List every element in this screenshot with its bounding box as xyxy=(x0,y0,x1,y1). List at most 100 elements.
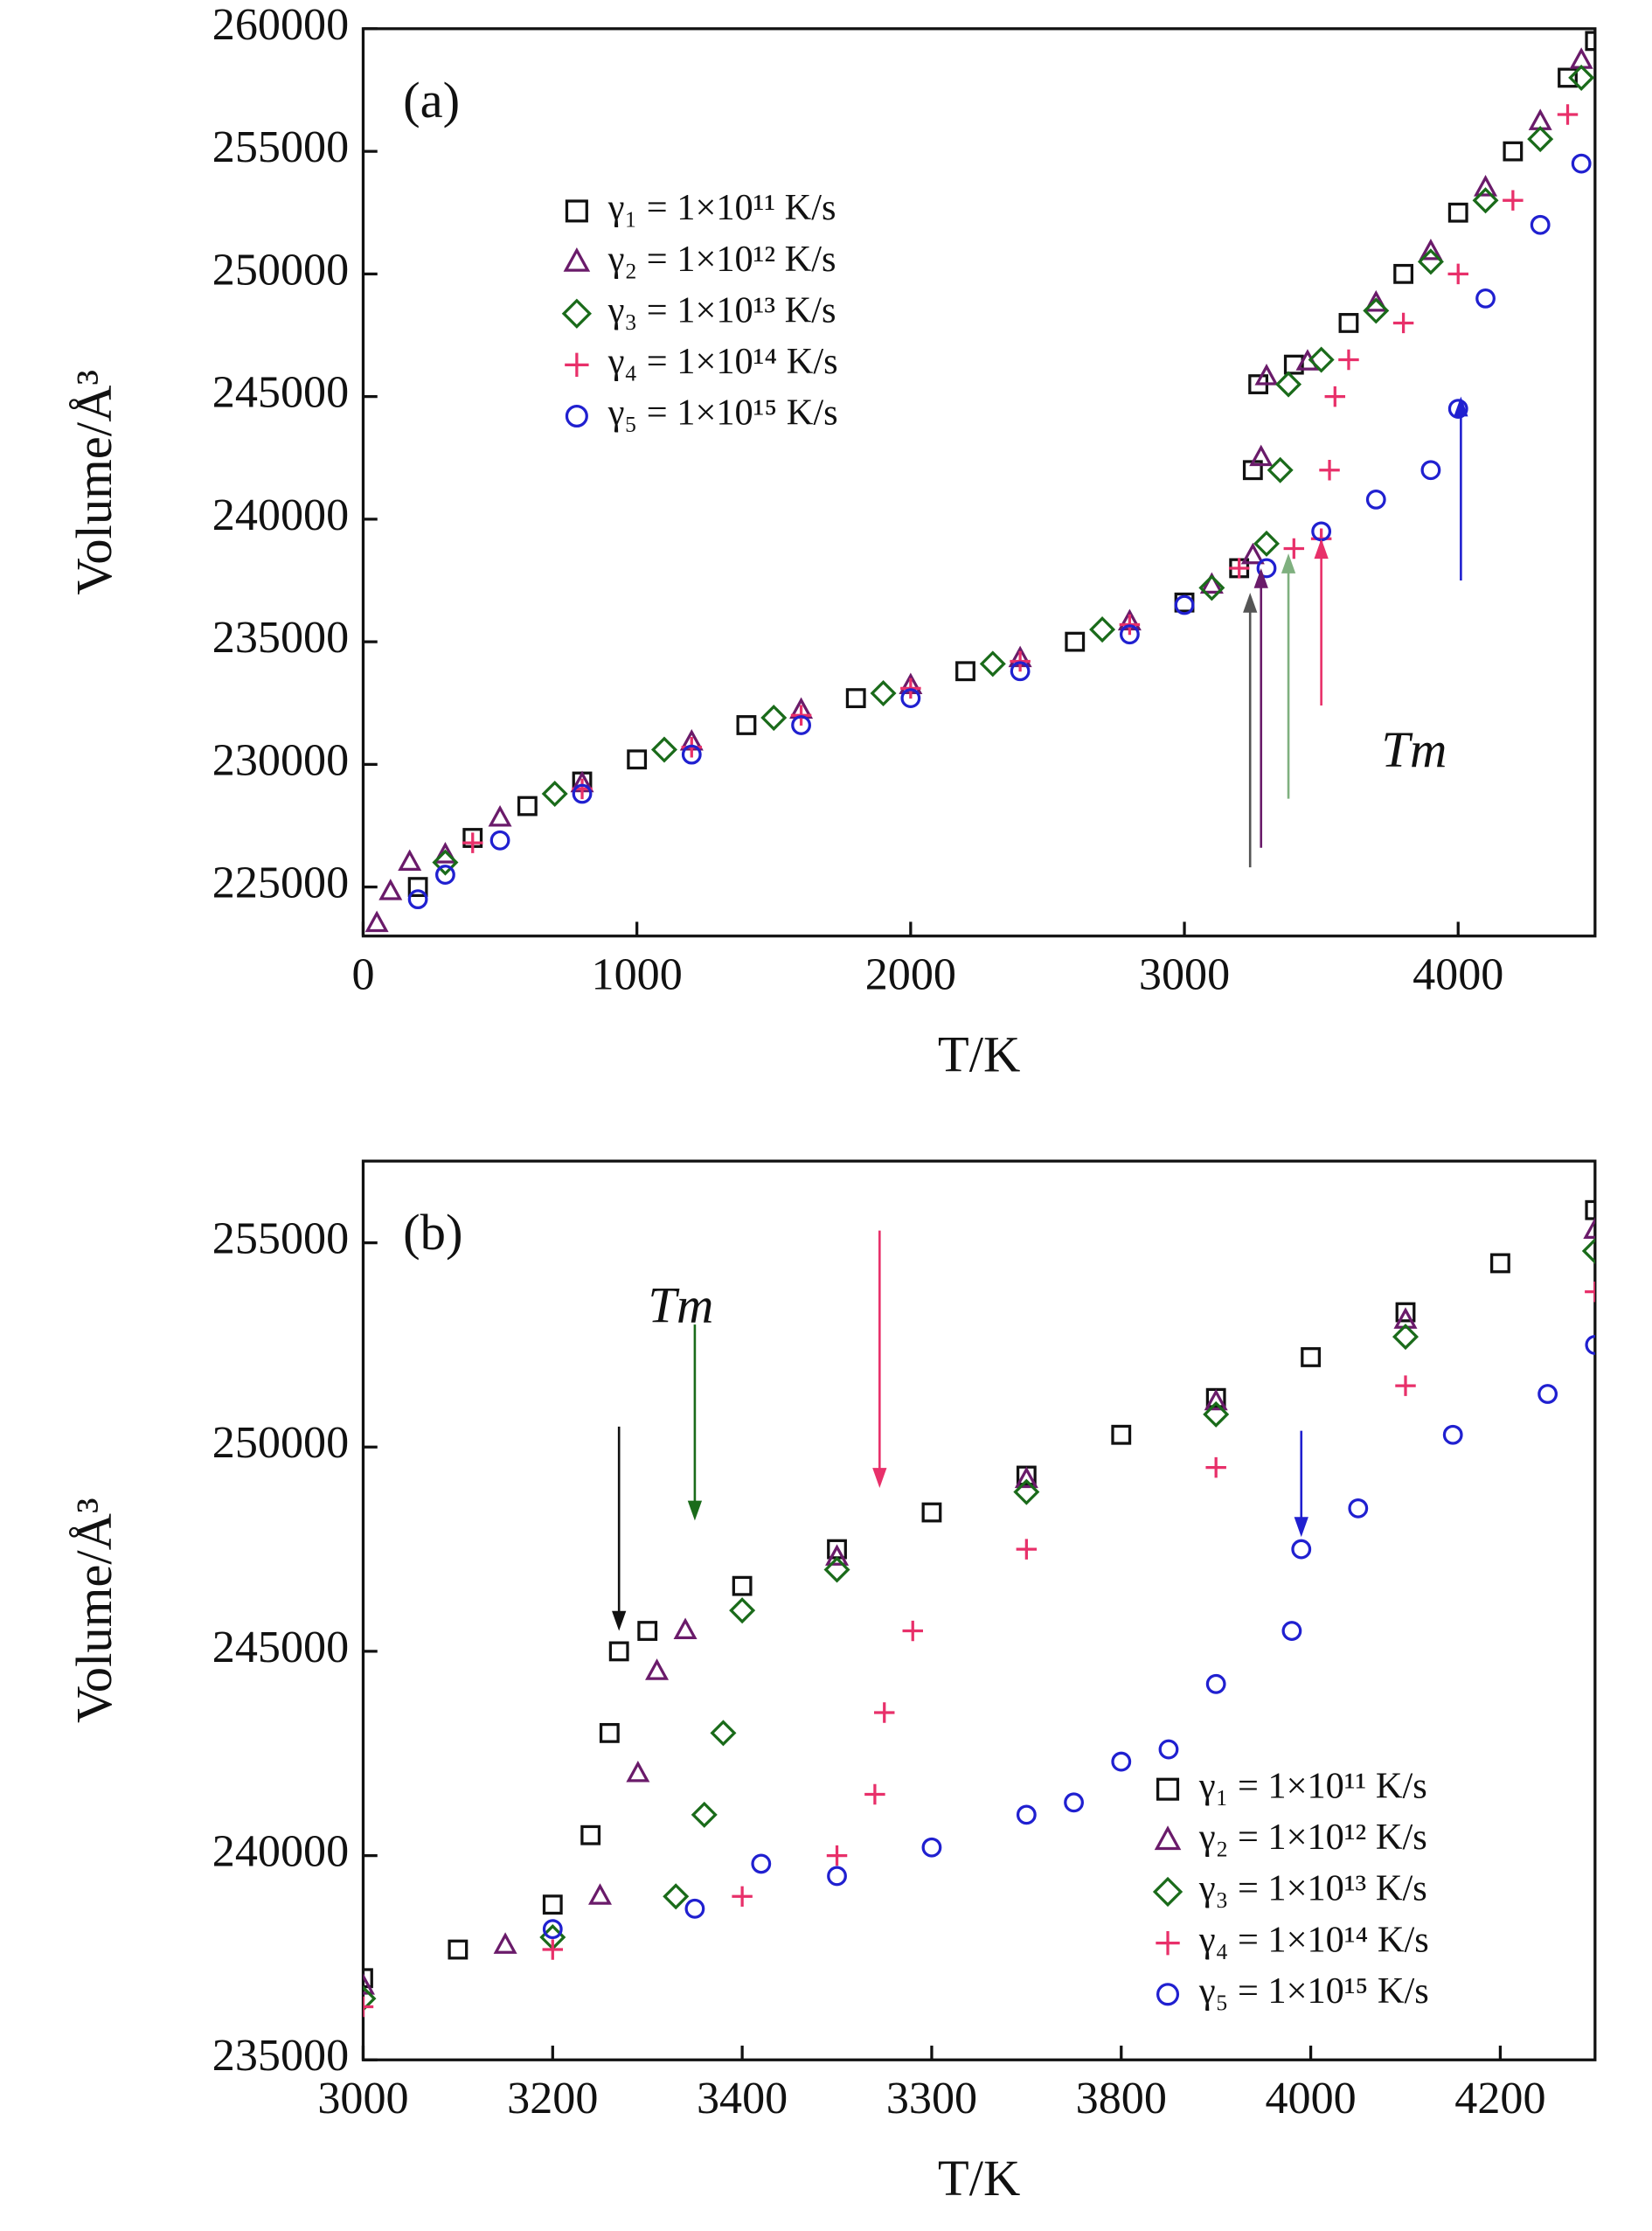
marker xyxy=(433,842,457,864)
marker xyxy=(1503,190,1524,211)
marker xyxy=(823,1556,850,1583)
marker xyxy=(542,1939,564,1960)
marker xyxy=(1283,538,1305,559)
marker xyxy=(1111,1424,1132,1445)
y-tick-label: 235000 xyxy=(212,613,349,663)
marker xyxy=(587,1883,613,1905)
marker xyxy=(1585,1335,1595,1355)
marker xyxy=(1417,248,1444,275)
x-tick-label: 3800 xyxy=(1076,2074,1167,2123)
marker xyxy=(517,796,538,817)
marker xyxy=(864,1783,885,1805)
marker xyxy=(378,879,403,900)
marker xyxy=(1064,1792,1084,1813)
marker xyxy=(684,1898,705,1919)
marker xyxy=(407,889,428,910)
marker xyxy=(1205,1673,1226,1694)
marker xyxy=(1253,530,1281,557)
marker xyxy=(542,1919,563,1940)
marker xyxy=(729,1597,756,1624)
marker xyxy=(1472,187,1499,214)
marker xyxy=(1503,141,1524,162)
marker xyxy=(541,781,568,808)
marker xyxy=(1585,31,1595,52)
marker xyxy=(791,715,811,735)
x-axis-label: T/K xyxy=(938,2150,1020,2207)
legend-label: γ₂ = 1×10¹² K/s xyxy=(607,239,836,280)
legend-label: γ₅ = 1×10¹⁵ K/s xyxy=(607,393,838,434)
marker xyxy=(900,688,921,709)
x-tick-label: 2000 xyxy=(865,950,956,1000)
arrow-head xyxy=(1253,567,1268,588)
x-tick-label: 3400 xyxy=(697,2074,788,2123)
y-tick-label: 245000 xyxy=(212,368,349,418)
marker xyxy=(407,877,428,898)
marker xyxy=(1338,313,1359,333)
legend-label: γ₂ = 1×10¹² K/s xyxy=(1198,1817,1427,1858)
panel-label: (b) xyxy=(403,1204,462,1261)
tm-label: Tm xyxy=(648,1276,713,1333)
marker xyxy=(572,783,593,804)
marker xyxy=(673,1617,698,1640)
marker xyxy=(1474,175,1498,197)
legend-marker xyxy=(561,298,593,329)
marker xyxy=(921,1837,942,1858)
marker xyxy=(650,736,677,763)
marker xyxy=(902,1620,923,1642)
marker xyxy=(1249,444,1274,467)
x-tick-label: 3300 xyxy=(886,2074,977,2123)
marker xyxy=(1281,1621,1302,1641)
marker xyxy=(608,1641,629,1662)
tm-label: Tm xyxy=(1381,721,1447,778)
marker xyxy=(435,865,455,885)
arrow-head xyxy=(687,1500,703,1521)
arrow-head xyxy=(1281,553,1296,573)
marker xyxy=(1228,558,1250,579)
marker xyxy=(1363,297,1390,324)
marker xyxy=(1308,346,1335,373)
legend-marker xyxy=(1152,1876,1183,1908)
marker xyxy=(760,705,788,732)
marker xyxy=(955,661,975,682)
marker xyxy=(691,1801,718,1828)
marker xyxy=(1240,542,1265,565)
data-layer xyxy=(364,31,1595,933)
marker xyxy=(1395,1375,1416,1396)
marker xyxy=(398,849,422,872)
marker xyxy=(921,1502,942,1523)
marker xyxy=(827,1866,847,1887)
marker xyxy=(1392,1324,1419,1351)
x-tick-label: 3200 xyxy=(507,2074,598,2123)
marker xyxy=(1267,456,1294,483)
marker xyxy=(1065,631,1086,652)
marker xyxy=(732,1886,753,1908)
marker xyxy=(1016,1804,1037,1825)
legend-marker xyxy=(1156,1983,1180,2006)
y-tick-label: 240000 xyxy=(212,490,349,540)
marker xyxy=(1393,263,1414,284)
y-tick-label: 230000 xyxy=(212,735,349,785)
marker xyxy=(1585,1281,1595,1303)
marker xyxy=(363,1996,374,2018)
marker xyxy=(1537,1384,1558,1404)
marker xyxy=(1475,288,1496,309)
marker xyxy=(599,1722,620,1743)
marker xyxy=(1204,1388,1228,1411)
marker xyxy=(1419,238,1443,261)
x-tick-label: 3000 xyxy=(1139,950,1230,1000)
marker xyxy=(1571,153,1592,174)
marker xyxy=(1013,1478,1040,1505)
y-tick-label: 255000 xyxy=(212,122,349,172)
legend-marker xyxy=(1156,1930,1180,1956)
marker xyxy=(1089,616,1116,643)
marker xyxy=(1558,67,1578,88)
marker xyxy=(663,1883,690,1910)
x-tick-label: 4000 xyxy=(1265,2074,1356,2123)
plot-frame xyxy=(361,27,1597,938)
x-tick-label: 0 xyxy=(351,950,374,1000)
x-tick-label: 1000 xyxy=(592,950,683,1000)
marker xyxy=(1348,1498,1369,1519)
marker xyxy=(736,715,757,735)
